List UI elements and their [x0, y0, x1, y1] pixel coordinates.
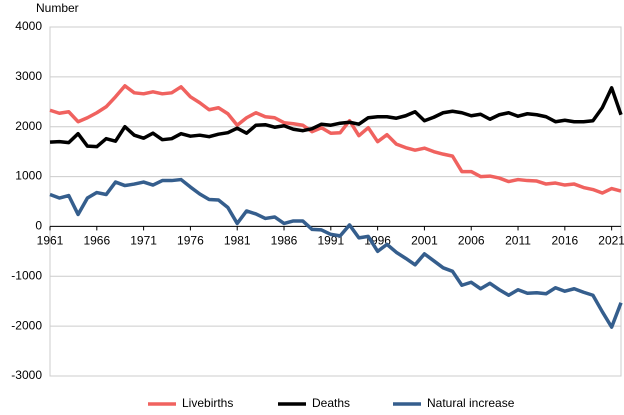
x-tick-label: 1986	[271, 234, 298, 248]
y-tick-label: 0	[35, 219, 42, 233]
legend-label: Deaths	[312, 396, 350, 410]
x-tick-label: 2011	[505, 234, 531, 248]
y-tick-label: 1000	[15, 169, 42, 183]
y-tick-label: -1000	[11, 268, 42, 282]
series-line	[49, 84, 622, 195]
x-tick-label: 2001	[411, 234, 438, 248]
y-tick-label: -3000	[11, 368, 42, 382]
x-tick-label: 1961	[37, 234, 64, 248]
y-tick-label: -2000	[11, 318, 42, 332]
y-tick-label: 3000	[15, 69, 42, 83]
x-tick-label: 2006	[458, 234, 485, 248]
plot-area	[49, 26, 622, 377]
x-tick-label: 1971	[130, 234, 157, 248]
x-tick-label: 1966	[83, 234, 110, 248]
x-tick-label: 1976	[177, 234, 204, 248]
series-line	[49, 177, 623, 329]
y-tick-label: 2000	[15, 119, 42, 133]
series-line	[49, 86, 623, 149]
x-tick-label: 2016	[551, 234, 578, 248]
x-tick-label: 2021	[598, 234, 624, 248]
y-tick-label: 4000	[15, 19, 42, 33]
y-axis-title: Number	[36, 1, 79, 15]
x-tick-label: 1981	[224, 234, 251, 248]
legend-label: Livebirths	[182, 396, 233, 410]
legend-label: Natural increase	[427, 396, 515, 410]
